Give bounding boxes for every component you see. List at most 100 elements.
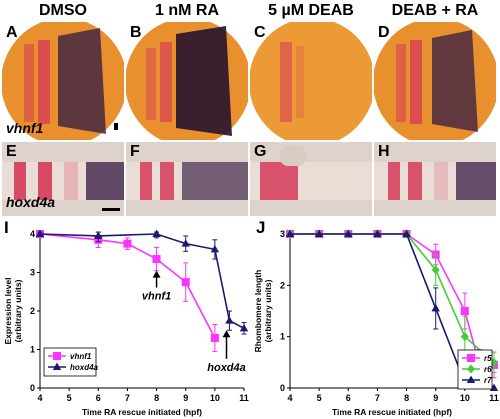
panel-a-embryo: A vhnf1 [2,22,124,140]
annotation-vhnf1: vhnf1 [142,291,171,303]
series-vhnf1 [36,230,219,352]
chart-rhombomere-length: 4 5 6 7 8 9 10 11 0 1 2 3 Time RA rescue initiated (… [253,229,499,417]
column-title-ra: 1 nM RA [155,2,219,19]
x-tick-label: 11 [489,393,499,403]
y-tick-label: 3 [280,229,285,239]
annotation-arrowhead [222,330,231,338]
y-tick-label: 1 [280,332,285,342]
panel-g-hindbrain: G [250,142,372,216]
column-title-dmso: DMSO [39,2,87,19]
x-tick-label: 5 [67,393,72,403]
legend-label-vhnf1: vhnf1 [70,352,92,361]
data-point-r6 [460,332,469,342]
panel-label-b: B [130,24,142,41]
hindbrain-image-e [2,142,124,216]
x-tick-label: 10 [460,393,470,403]
panel-label-j: J [256,218,266,237]
data-point-hoxd4a [225,316,234,324]
series-line-r5 [290,233,494,366]
y-tick-label: 4 [30,229,35,239]
x-tick-label: 8 [154,393,159,403]
data-point-r7 [344,229,353,237]
legend-label-r7: r7 [484,376,492,385]
legend: r5 r6 r7 [457,349,493,390]
panel-label-e: E [6,143,17,160]
hindbrain-image-g [250,142,372,216]
column-title-deab-ra: DEAB + RA [391,2,479,19]
annotation-arrowhead [152,270,161,278]
y-axis-label-line: (arbitrary units) [13,279,23,342]
data-point-vhnf1 [152,255,161,264]
legend-label-hoxd4a: hoxd4a [70,363,99,372]
panel-label-c: C [254,24,266,41]
data-point-vhnf1 [181,278,190,287]
hindbrain-image-f [126,142,248,216]
panel-label-f: F [130,143,140,160]
legend-marker-hoxd4a [52,362,62,370]
embryo-image-d [374,22,496,140]
column-title-deab: 5 µM DEAB [268,2,354,19]
gene-label-hoxd4a: hoxd4a [6,194,56,210]
data-point-r7 [373,229,382,237]
embryo-image-a [2,22,124,140]
legend-marker-r6 [467,364,475,374]
gene-label-vhnf1: vhnf1 [6,120,44,136]
y-tick-label: 1 [30,345,35,355]
legend-marker-vhnf1 [53,352,61,360]
series-line-vhnf1 [39,233,216,339]
x-tick-label: 9 [433,393,438,403]
y-tick-label: 3 [30,268,35,278]
x-tick-label: 7 [125,393,130,403]
x-tick-label: 4 [37,393,42,403]
panel-h-hindbrain: H [374,142,496,216]
x-tick-label: 7 [375,393,380,403]
x-tick-label: 6 [96,393,101,403]
x-tick-label: 5 [317,393,322,403]
data-point-r7 [314,229,324,237]
data-point-hoxd4a [181,239,190,247]
x-tick-label: 10 [210,393,220,403]
data-point-vhnf1 [210,333,219,342]
panel-b-embryo: B [126,22,248,140]
panel-label-d: D [378,24,390,41]
x-axis-label: Time RA rescue initiated (hpf) [82,407,202,417]
panel-label-h: H [378,143,390,160]
y-axis-label-line: Rhombomere length [253,270,263,353]
data-point-r7 [402,229,411,237]
data-point-r6 [431,265,440,275]
panel-label-a: A [6,24,18,41]
data-point-r7 [431,303,440,312]
chart-expression-level: 4 5 6 7 8 9 10 11 0 1 2 3 4 Time RA rescue initiated … [3,229,249,417]
series-hoxd4a [35,229,249,335]
data-point-hoxd4a [239,323,249,332]
y-axis-label-line: (arbitrary units) [263,279,273,342]
data-point-r7 [285,229,295,237]
y-axis-label-line: Expression level [3,277,13,344]
data-point-hoxd4a [94,231,103,239]
legend-box [43,347,97,377]
y-tick-label: 2 [280,280,285,290]
panel-c-embryo: C [250,22,372,140]
hindbrain-image-h [374,142,496,216]
x-tick-label: 8 [404,393,409,403]
y-axis-label: Expression level(arbitrary units) [3,277,23,344]
y-tick-label: 2 [30,306,35,316]
x-tick-label: 6 [346,393,351,403]
data-point-vhnf1 [123,239,132,248]
data-point-hoxd4a [152,229,161,237]
panel-label-g: G [254,143,267,160]
data-point-hoxd4a [210,244,220,253]
y-tick-label: 0 [280,383,285,393]
x-tick-label: 9 [183,393,188,403]
legend-label-r6: r6 [484,365,492,374]
legend-marker-r7 [466,375,476,383]
x-tick-label: 4 [287,393,292,403]
legend-marker-r5 [467,354,475,362]
panel-label-i: I [4,218,9,237]
panel-d-embryo: D [374,22,496,140]
scale-bar-bottom [102,208,120,211]
x-axis-label: Time RA rescue initiated (hpf) [332,407,452,417]
series-line-r6 [290,233,495,363]
data-point-hoxd4a [35,229,45,237]
